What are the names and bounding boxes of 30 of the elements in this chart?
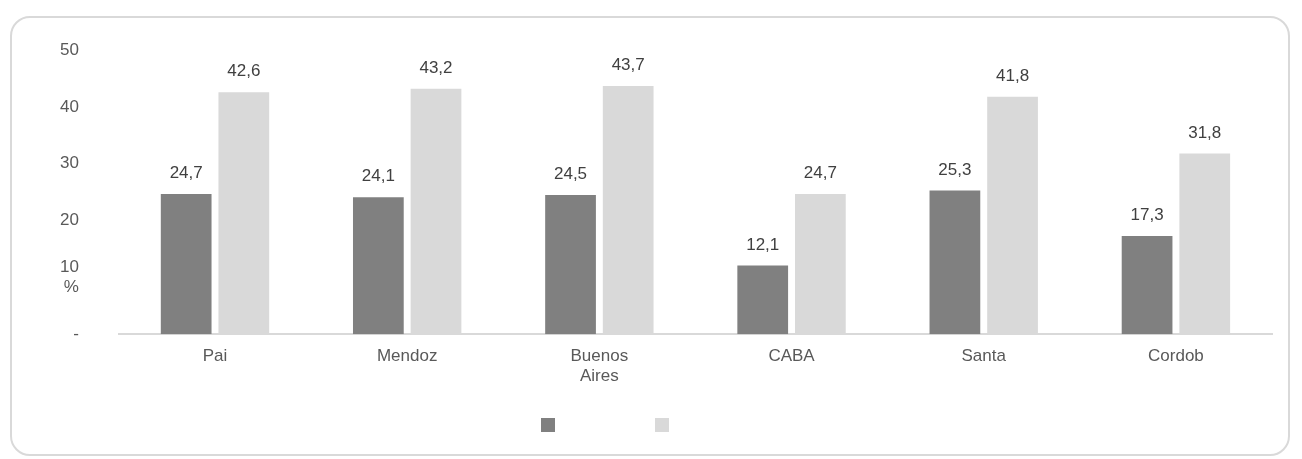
- bar: [352, 197, 404, 335]
- data-label: 43,7: [611, 55, 645, 75]
- x-tick-label: Pai: [202, 346, 228, 366]
- data-label: 12,1: [746, 234, 780, 254]
- data-label: 24,7: [803, 163, 837, 183]
- x-tick-label: CABA: [768, 346, 816, 366]
- data-label: 25,3: [938, 159, 972, 179]
- y-tick-label: 30: [59, 153, 79, 173]
- bar: [545, 195, 596, 335]
- y-tick-label: 40: [59, 96, 79, 116]
- bar: [160, 193, 212, 335]
- y-tick-label: 20: [59, 210, 79, 230]
- data-label: 31,8: [1188, 122, 1222, 142]
- bar: [1121, 235, 1173, 335]
- bar: [929, 190, 981, 335]
- y-tick-label: 10 %: [59, 256, 79, 297]
- data-label: 17,3: [1130, 205, 1164, 225]
- data-label: 42,6: [227, 61, 261, 81]
- data-label: 24,7: [169, 163, 203, 183]
- y-tick-label: -: [73, 323, 79, 343]
- data-label: 41,8: [996, 65, 1030, 85]
- data-label: 24,5: [553, 164, 588, 184]
- x-tick-label: Cordob: [1148, 346, 1204, 366]
- x-tick-label: Mendoz: [376, 346, 438, 366]
- bar: [737, 265, 789, 335]
- data-label: 24,1: [361, 166, 395, 186]
- x-tick-label: Buenos Aires: [570, 346, 629, 386]
- y-tick-label: 50: [59, 39, 79, 59]
- data-label: 43,2: [419, 58, 453, 78]
- x-tick-label: Santa: [961, 346, 1007, 366]
